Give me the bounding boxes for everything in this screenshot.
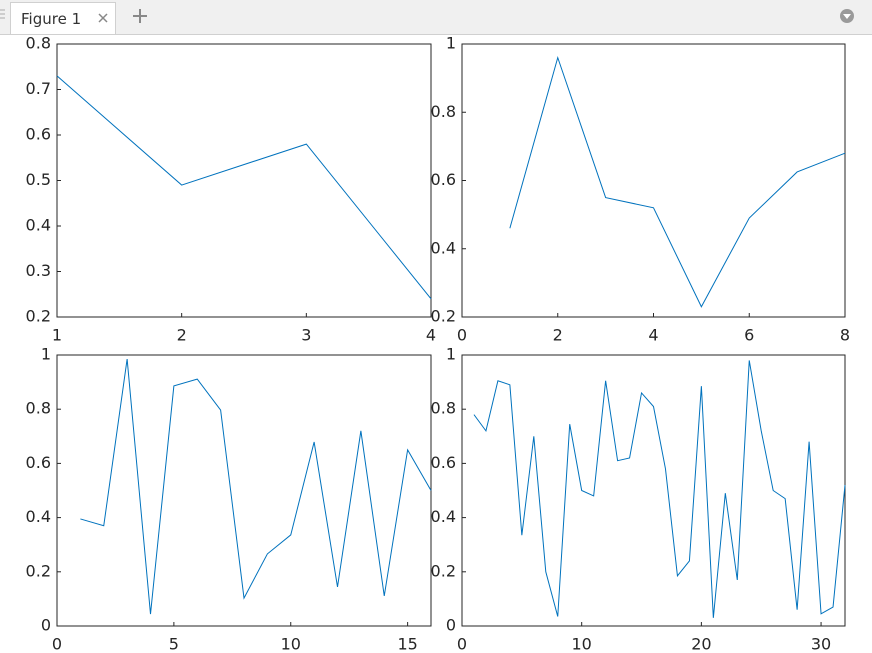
y-tick-label: 0.2 <box>431 561 456 580</box>
y-tick-label: 0.2 <box>26 307 51 326</box>
x-tick-label: 4 <box>426 326 436 345</box>
x-tick-label: 2 <box>553 326 563 345</box>
close-tab-icon[interactable] <box>98 13 108 23</box>
y-tick-label: 0.4 <box>26 507 51 526</box>
add-tab-icon[interactable] <box>133 9 147 23</box>
y-tick-label: 0.6 <box>26 453 51 472</box>
x-tick-label: 0 <box>52 635 62 653</box>
axes-box <box>56 354 432 627</box>
x-tick-label: 8 <box>840 326 850 345</box>
line-series <box>473 360 846 618</box>
x-tick-label: 30 <box>811 635 831 653</box>
y-tick-label: 0.8 <box>26 34 51 53</box>
axes-box <box>56 43 432 318</box>
y-tick-label: 1 <box>446 345 456 364</box>
x-tick-label: 0 <box>457 635 467 653</box>
y-tick-label: 0.6 <box>431 170 456 189</box>
line-series <box>80 358 432 615</box>
line-series <box>509 55 846 308</box>
y-tick-label: 1 <box>41 345 51 364</box>
y-tick-label: 1 <box>446 34 456 53</box>
y-tick-label: 0.8 <box>431 102 456 121</box>
y-tick-label: 0.3 <box>26 261 51 280</box>
x-tick-label: 0 <box>457 326 467 345</box>
y-tick-label: 0.8 <box>431 399 456 418</box>
y-tick-label: 0.5 <box>26 170 51 189</box>
x-tick-label: 5 <box>169 635 179 653</box>
y-tick-label: 0.4 <box>26 216 51 235</box>
y-tick-label: 0.8 <box>26 399 51 418</box>
x-tick-label: 2 <box>177 326 187 345</box>
y-tick-label: 0.6 <box>26 125 51 144</box>
figure-tab[interactable]: Figure 1 <box>10 2 116 34</box>
axes-box <box>461 43 846 318</box>
y-tick-label: 0.2 <box>431 307 456 326</box>
axes-box <box>461 354 846 627</box>
x-tick-label: 20 <box>691 635 711 653</box>
tab-label[interactable]: Figure 1 <box>21 10 82 28</box>
y-tick-label: 0 <box>446 616 456 635</box>
line-series <box>56 75 432 300</box>
x-tick-label: 10 <box>572 635 592 653</box>
x-tick-label: 3 <box>301 326 311 345</box>
menu-icon[interactable] <box>840 9 854 23</box>
x-tick-label: 4 <box>648 326 658 345</box>
x-tick-label: 6 <box>744 326 754 345</box>
tab-bar: Figure 1 <box>0 0 872 35</box>
y-tick-label: 0.4 <box>431 507 456 526</box>
x-tick-label: 15 <box>397 635 417 653</box>
y-tick-label: 0.4 <box>431 238 456 257</box>
x-tick-label: 1 <box>52 326 62 345</box>
x-tick-label: 10 <box>281 635 301 653</box>
y-tick-label: 0.7 <box>26 79 51 98</box>
y-tick-label: 0.2 <box>26 561 51 580</box>
y-tick-label: 0.6 <box>431 453 456 472</box>
grip-icon <box>0 9 5 19</box>
y-tick-label: 0 <box>41 616 51 635</box>
